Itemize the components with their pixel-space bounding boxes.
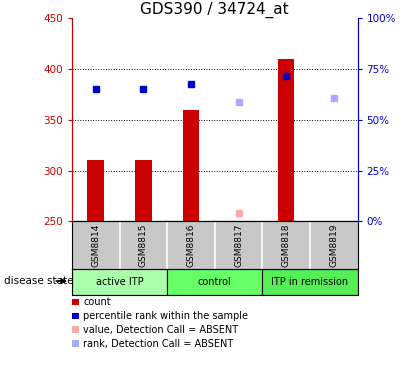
Bar [262, 269, 358, 295]
Text: ITP in remission: ITP in remission [271, 277, 349, 287]
Text: GSM8815: GSM8815 [139, 224, 148, 267]
Text: GSM8814: GSM8814 [91, 224, 100, 267]
Bar [167, 269, 262, 295]
Text: GSM8819: GSM8819 [329, 224, 338, 267]
Title: GDS390 / 34724_at: GDS390 / 34724_at [141, 2, 289, 18]
Text: control: control [198, 277, 232, 287]
Bar [88, 160, 104, 221]
Text: active ITP: active ITP [96, 277, 143, 287]
Text: disease state: disease state [4, 276, 74, 286]
Text: count: count [83, 297, 111, 307]
Text: GSM8817: GSM8817 [234, 224, 243, 267]
Text: GSM8818: GSM8818 [282, 224, 291, 267]
Bar [135, 160, 152, 221]
Text: percentile rank within the sample: percentile rank within the sample [83, 311, 248, 321]
Bar [278, 59, 295, 221]
Text: rank, Detection Call = ABSENT: rank, Detection Call = ABSENT [83, 339, 234, 349]
Bar [182, 110, 199, 221]
Text: value, Detection Call = ABSENT: value, Detection Call = ABSENT [83, 325, 238, 335]
Text: GSM8816: GSM8816 [187, 224, 196, 267]
Bar [72, 269, 167, 295]
